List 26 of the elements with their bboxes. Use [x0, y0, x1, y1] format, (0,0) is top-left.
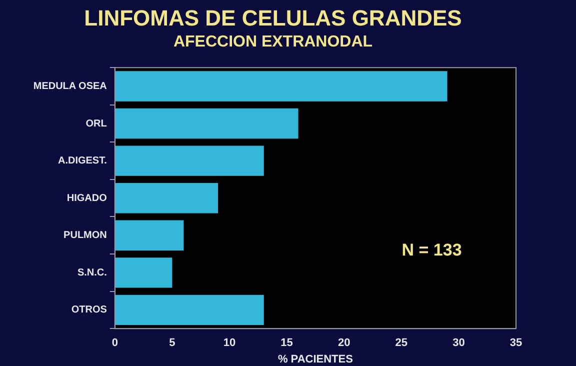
chart-subtitle: AFECCION EXTRANODAL	[173, 33, 373, 50]
x-axis-title: % PACIENTES	[278, 353, 353, 366]
bar	[114, 108, 298, 139]
x-tick-label: 15	[280, 337, 293, 350]
bar	[114, 146, 264, 176]
bar	[114, 258, 172, 288]
y-tick-label: OTROS	[71, 304, 108, 316]
x-tick-label: 20	[338, 337, 350, 350]
x-tick-label: 35	[510, 337, 522, 350]
x-tick-label: 0	[112, 337, 118, 350]
chart-title: LINFOMAS DE CELULAS GRANDES	[84, 5, 462, 30]
x-tick-label: 5	[169, 337, 176, 350]
x-tick-label: 25	[395, 337, 408, 350]
x-tick-label: 30	[452, 337, 465, 350]
bar	[114, 220, 184, 250]
bar	[114, 71, 448, 102]
y-tick-label: MEDULA OSEA	[33, 80, 107, 92]
y-tick-label: HIGADO	[66, 192, 108, 204]
bar	[114, 294, 264, 326]
annotation: N = 133	[402, 240, 462, 260]
x-tick-label: 10	[223, 337, 236, 350]
y-tick-label: S.N.C.	[77, 267, 108, 278]
y-tick-label: PULMON	[64, 230, 107, 242]
y-tick-label: ORL	[86, 118, 107, 130]
y-tick-label: A.DIGEST.	[58, 156, 108, 167]
bar	[114, 183, 218, 214]
